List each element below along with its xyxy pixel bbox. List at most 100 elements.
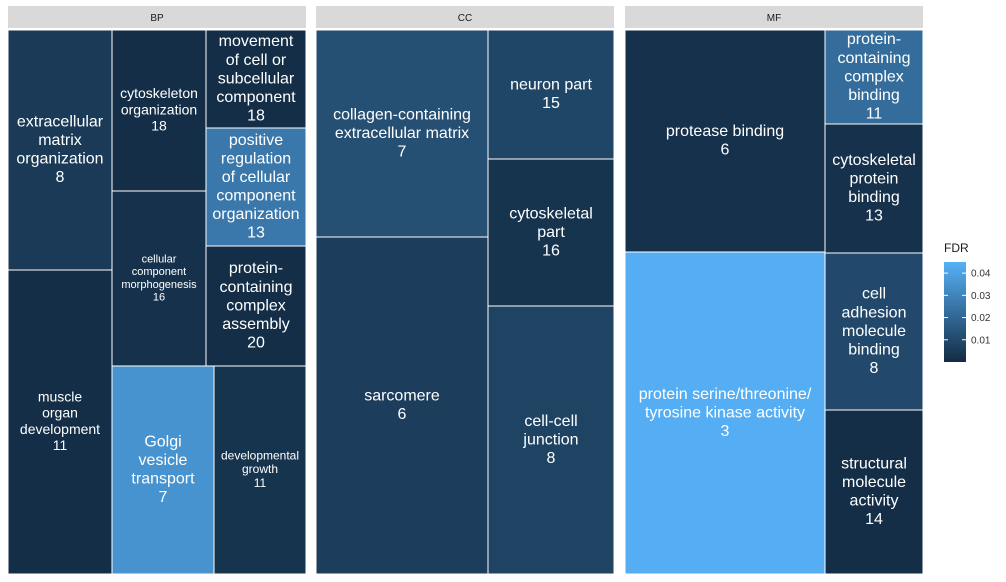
tile-count: 6 bbox=[721, 142, 730, 159]
tile-count: 11 bbox=[53, 437, 68, 453]
panel-strip-label: BP bbox=[150, 13, 164, 24]
tile-term-line: containing bbox=[838, 50, 911, 67]
tile-protease-binding: protease binding 6 bbox=[624, 29, 826, 253]
tile-term-line: organization bbox=[212, 206, 299, 223]
tile-term-line: muscle bbox=[38, 388, 83, 404]
tile-term-line: activity bbox=[850, 493, 899, 510]
tile-count: 11 bbox=[866, 105, 883, 122]
tile-term-line: movement bbox=[219, 33, 294, 50]
tile-term-line: molecule bbox=[842, 323, 906, 340]
tile-term-line: cytoskeletal bbox=[832, 152, 916, 169]
tile-rect bbox=[487, 158, 615, 307]
tile-count: 18 bbox=[151, 118, 167, 134]
tile-rect bbox=[315, 29, 489, 238]
tile-term-line: morphogenesis bbox=[121, 279, 197, 291]
legend-tick-label: 0.04 bbox=[971, 269, 991, 280]
tile-count: 13 bbox=[865, 208, 883, 225]
tile-rect bbox=[824, 123, 924, 254]
tile-term-line: transport bbox=[131, 471, 195, 488]
treemap-panels: BP extracellular matrix organization 8 muscle… bbox=[7, 6, 924, 575]
tile-term-line: junction bbox=[522, 431, 578, 448]
tile-term-line: cytoskeletal bbox=[509, 205, 593, 222]
tile-term-line: protease binding bbox=[666, 123, 784, 140]
tile-count: 13 bbox=[247, 225, 265, 242]
tile-term-line: binding bbox=[848, 341, 900, 358]
legend-tick-label: 0.02 bbox=[971, 313, 991, 324]
tile-count: 7 bbox=[159, 489, 168, 506]
tile-term-line: structural bbox=[841, 455, 907, 472]
tile-count: 3 bbox=[721, 423, 730, 440]
tile-term-line: collagen-containing bbox=[333, 106, 471, 123]
tile-rect bbox=[487, 29, 615, 160]
tile-term-line: sarcomere bbox=[364, 388, 440, 405]
tile-term-line: growth bbox=[242, 462, 278, 476]
tile-count: 16 bbox=[153, 292, 165, 304]
tile-count: 15 bbox=[542, 95, 560, 112]
tile-term-line: cell-cell bbox=[524, 413, 577, 430]
tile-count: 14 bbox=[865, 511, 883, 528]
tile-rect bbox=[315, 236, 489, 575]
tile-rect bbox=[824, 409, 924, 575]
tile-count: 11 bbox=[254, 476, 267, 490]
tile-protein-serine-threonine-tyrosine-kinase-activity: protein serine/threonine/tyrosine kinase… bbox=[624, 251, 826, 575]
tile-rect bbox=[205, 127, 307, 247]
tile-term-line: cytoskeleton bbox=[120, 85, 198, 101]
tile-term-line: extracellular bbox=[17, 113, 104, 130]
tile-term-line: binding bbox=[848, 87, 900, 104]
tile-term-line: part bbox=[537, 224, 565, 241]
tile-term-line: complex bbox=[844, 68, 904, 85]
tile-count: 18 bbox=[247, 107, 265, 124]
panel-strip bbox=[316, 6, 614, 28]
tile-term-line: vesicle bbox=[139, 452, 188, 469]
tile-term-line: tyrosine kinase activity bbox=[645, 404, 805, 421]
tile-term-line: protein bbox=[850, 171, 899, 188]
tile-rect bbox=[7, 269, 113, 575]
fdr-legend: FDR 0.01 0.02 0.03 0.04 bbox=[944, 241, 991, 362]
tile-term-line: matrix bbox=[38, 132, 82, 149]
panel-strip bbox=[8, 6, 306, 28]
tile-term-line: molecule bbox=[842, 474, 906, 491]
panel-strip bbox=[625, 6, 923, 28]
tile-term-line: development bbox=[20, 421, 100, 437]
legend-ticks: 0.01 0.02 0.03 0.04 bbox=[944, 269, 991, 346]
tile-count: 8 bbox=[547, 450, 556, 467]
tile-count: 7 bbox=[398, 143, 407, 160]
tile-rect bbox=[624, 29, 826, 253]
legend-tick-label: 0.01 bbox=[971, 335, 991, 346]
tile-term-line: of cellular bbox=[222, 169, 291, 186]
panel-strip-label: CC bbox=[458, 13, 472, 24]
tile-term-line: Golgi bbox=[144, 433, 181, 450]
panel-mf: MF protease binding 6 protein serine/threon… bbox=[624, 6, 924, 575]
panel-strip-label: MF bbox=[767, 13, 781, 24]
legend-tick-label: 0.03 bbox=[971, 291, 991, 302]
legend-colorbar bbox=[944, 262, 966, 362]
tile-term-line: cellular bbox=[142, 253, 177, 265]
tile-rect bbox=[824, 29, 924, 125]
tile-term-line: protein- bbox=[229, 260, 283, 277]
panel-bp: BP extracellular matrix organization 8 muscle… bbox=[7, 6, 307, 575]
tile-rect bbox=[205, 29, 307, 129]
tile-term-line: positive bbox=[229, 132, 283, 149]
tile-term-line: protein serine/threonine/ bbox=[639, 386, 812, 403]
tile-count: 8 bbox=[56, 169, 65, 186]
tile-term-line: component bbox=[132, 266, 186, 278]
tile-count: 6 bbox=[398, 406, 407, 423]
tile-rect bbox=[111, 365, 215, 575]
